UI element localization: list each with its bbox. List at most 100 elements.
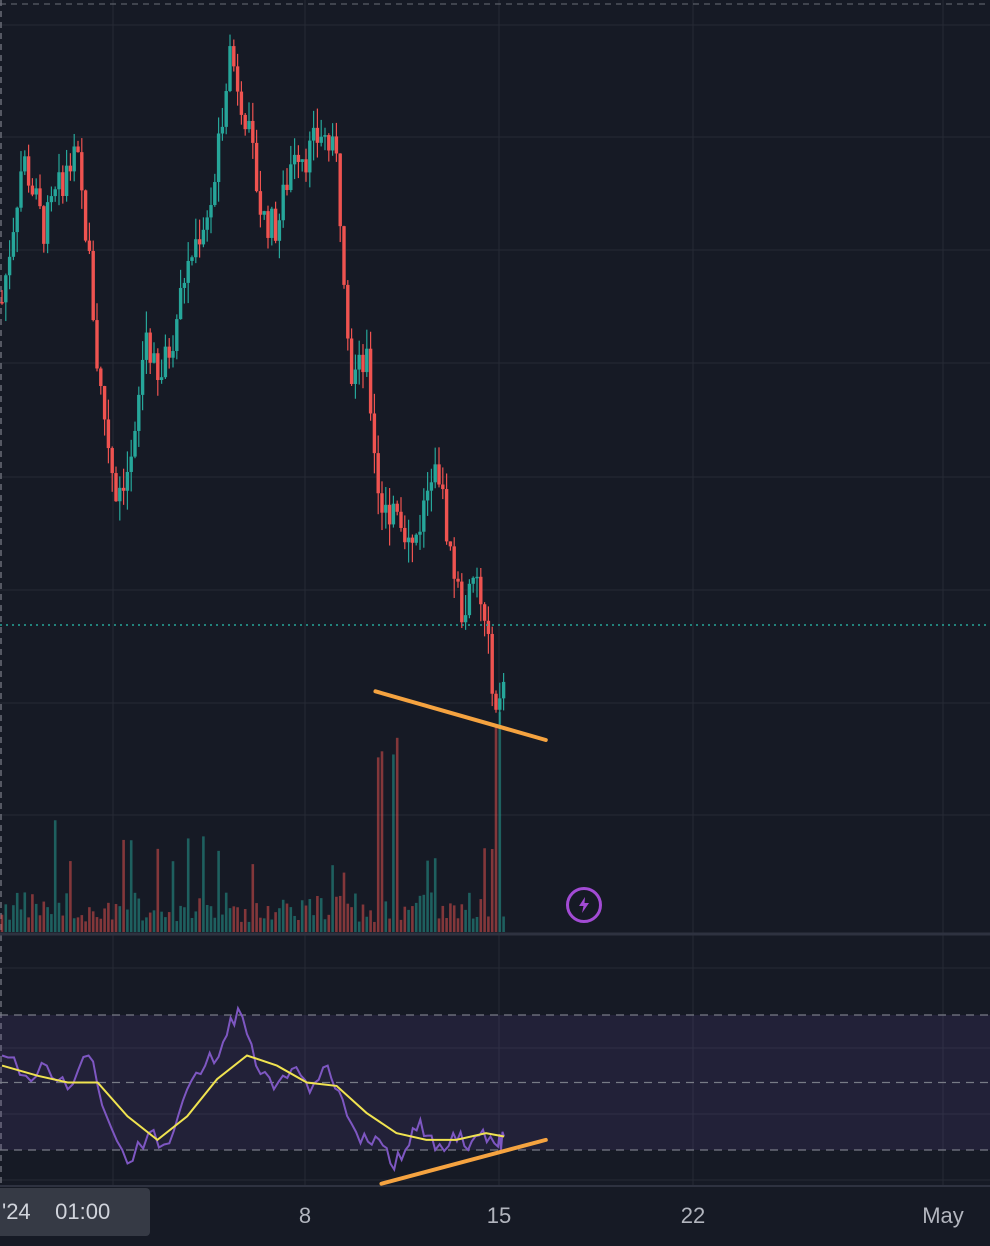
candle-body	[61, 172, 65, 197]
candle	[186, 242, 190, 304]
volume-bar	[418, 895, 422, 932]
volume-bar	[12, 905, 15, 932]
volume-bar	[259, 917, 262, 932]
candle	[418, 514, 422, 550]
candle-body	[296, 154, 301, 162]
volume-bar	[8, 919, 11, 932]
candle	[178, 269, 183, 320]
candle-body	[494, 693, 498, 710]
candle	[387, 488, 392, 546]
candle	[414, 533, 418, 546]
candle-body	[403, 527, 407, 543]
candle	[45, 195, 50, 254]
candle	[140, 341, 145, 411]
candle	[76, 140, 80, 153]
volume-bar	[468, 892, 471, 932]
volume-bar	[209, 906, 213, 932]
candle-body	[281, 184, 285, 221]
lightning-alert-icon[interactable]	[566, 887, 602, 923]
volume-bar	[194, 911, 198, 932]
volume-bar	[217, 850, 220, 932]
volume-bar	[198, 898, 201, 932]
candle	[72, 133, 76, 182]
candle-body	[15, 207, 19, 233]
volume-bar	[357, 921, 361, 932]
volume-bar	[23, 892, 27, 932]
candle-body	[19, 171, 23, 208]
volume-bar	[278, 908, 281, 932]
volume-bar	[380, 751, 384, 932]
candle	[304, 148, 308, 182]
price-trendline	[373, 689, 548, 742]
candle	[243, 113, 247, 136]
time-axis-tick-label: 8	[298, 1203, 312, 1228]
volume-bar	[72, 918, 76, 932]
volume-bar	[236, 907, 239, 932]
volume-bar	[479, 899, 483, 932]
volume-bar	[95, 917, 99, 932]
candle-body	[30, 185, 35, 195]
candle	[403, 515, 407, 550]
volume-bar	[407, 909, 410, 932]
candles	[0, 34, 506, 725]
candle	[490, 626, 494, 707]
volume-bar	[350, 907, 353, 932]
candle-body	[334, 136, 339, 154]
volume-bar	[133, 892, 137, 932]
candle	[330, 123, 335, 156]
candle	[216, 117, 221, 202]
volume-bar	[65, 893, 68, 932]
candle	[182, 277, 187, 304]
volume-bar	[502, 916, 505, 932]
candle-body	[425, 490, 430, 501]
candle-body	[91, 250, 95, 321]
volume-bar	[331, 865, 334, 932]
candle	[137, 386, 141, 447]
candle	[494, 690, 498, 713]
time-axis-tick-label: 22	[680, 1203, 706, 1228]
volume-bar	[190, 917, 194, 932]
candle	[61, 165, 65, 204]
volume-bar	[27, 917, 30, 932]
volume-bar	[338, 895, 342, 932]
volume-bar	[308, 899, 312, 932]
candle-body	[144, 332, 149, 360]
candle	[429, 468, 434, 512]
volume-bar	[319, 898, 323, 932]
volume-bar	[464, 909, 467, 932]
candle-body	[395, 503, 399, 512]
candle-body	[0, 302, 4, 304]
candle	[133, 421, 137, 459]
candle-body	[235, 66, 240, 92]
candle	[49, 186, 54, 212]
candle	[68, 153, 73, 181]
volume-bar	[403, 906, 407, 932]
candle	[19, 151, 23, 212]
volume-bar	[126, 909, 129, 932]
candle	[380, 481, 384, 531]
candle	[296, 145, 301, 179]
candle-body	[327, 135, 331, 151]
candle	[7, 240, 12, 290]
candle-body	[258, 191, 263, 215]
volume-bar	[395, 737, 399, 932]
candle	[239, 81, 244, 125]
volume-bar	[240, 921, 243, 932]
candle-body	[399, 511, 403, 528]
candle-body	[475, 576, 479, 579]
candle	[422, 488, 426, 548]
candle	[0, 290, 4, 305]
candle-body	[444, 489, 449, 542]
volume-bar	[107, 902, 110, 932]
candle-body	[152, 353, 156, 363]
candle	[441, 467, 445, 500]
candle-body	[243, 114, 247, 130]
candle-body	[467, 583, 472, 616]
candle	[148, 328, 152, 375]
chart-overlays	[0, 624, 990, 1186]
crosshair-time-badge: '24 01:00	[0, 1188, 150, 1236]
candle	[114, 466, 118, 502]
candle-body	[372, 413, 377, 454]
volume-bar	[57, 902, 61, 932]
